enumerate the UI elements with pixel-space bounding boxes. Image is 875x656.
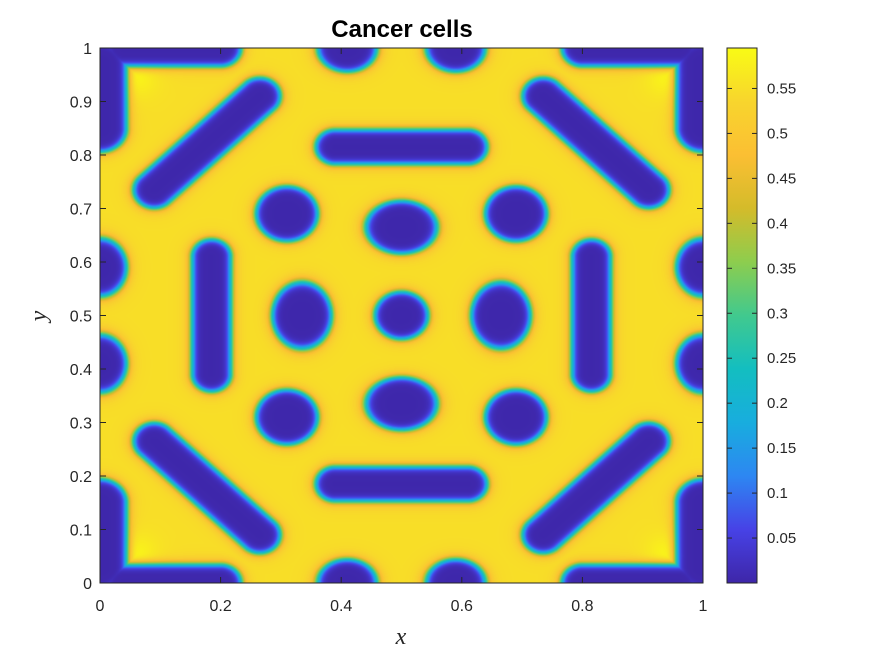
colorbar-tick-label: 0.15 [767,440,796,457]
x-tick-label: 0.2 [209,598,231,615]
colorbar-tick-label: 0.2 [767,395,788,412]
y-tick-label: 0.3 [70,416,92,433]
y-tick-label: 0.8 [70,148,92,165]
x-axis-label: x [395,624,407,650]
x-axis: 0 0.2 0.4 0.6 0.8 1 [96,48,708,615]
y-axis-label: y [26,310,52,323]
x-tick-label: 0.4 [330,598,352,615]
colorbar-ticks: 0.05 0.1 0.15 0.2 0.25 0.3 0.35 0.4 0.45 0.5 0.55 [727,80,796,547]
y-tick-label: 0.6 [70,255,92,272]
colorbar-tick-label: 0.35 [767,260,796,277]
y-tick-label: 0.5 [70,309,92,326]
plot-area [99,47,704,584]
x-tick-label: 0 [96,598,105,615]
y-tick-label: 0.7 [70,202,92,219]
y-tick-label: 0 [83,576,92,593]
colorbar-tick-label: 0.1 [767,485,788,502]
colorbar-tick-label: 0.45 [767,170,796,187]
x-tick-label: 0.8 [571,598,593,615]
heatmap-image [100,48,703,583]
colorbar-tick-label: 0.55 [767,80,796,97]
colorbar-gradient [727,48,757,583]
colorbar-tick-label: 0.5 [767,125,788,142]
y-axis: 0 0.1 0.2 0.3 0.4 0.5 0.6 0.7 0.8 0.9 1 [70,41,703,593]
colorbar-tick-label: 0.4 [767,215,788,232]
x-tick-label: 1 [699,598,708,615]
colorbar: 0.05 0.1 0.15 0.2 0.25 0.3 0.35 0.4 0.45 0.5 0.55 [726,47,796,584]
colorbar-tick-label: 0.25 [767,350,796,367]
colorbar-tick-label: 0.05 [767,530,796,547]
colorbar-frame [726,47,758,584]
y-tick-label: 0.2 [70,469,92,486]
y-tick-label: 1 [83,41,92,58]
chart-title: Cancer cells [331,16,472,43]
y-tick-label: 0.1 [70,523,92,540]
y-tick-label: 0.9 [70,95,92,112]
y-tick-label: 0.4 [70,362,92,379]
x-tick-label: 0.6 [451,598,473,615]
colorbar-tick-label: 0.3 [767,305,788,322]
